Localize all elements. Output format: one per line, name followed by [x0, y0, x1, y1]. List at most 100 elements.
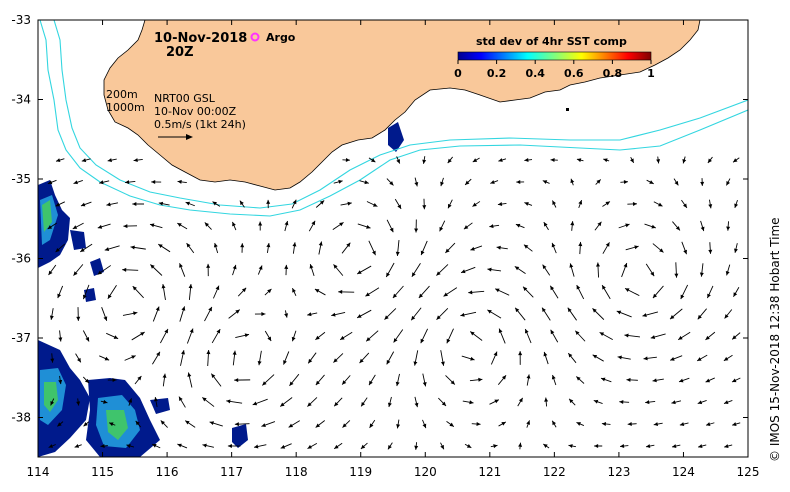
- current-arrow: [447, 156, 453, 164]
- current-arrow: [700, 220, 705, 232]
- current-arrow: [724, 444, 733, 448]
- current-arrow: [542, 264, 551, 276]
- current-arrow: [188, 283, 193, 301]
- current-arrow: [487, 267, 502, 272]
- current-arrow: [464, 178, 472, 186]
- current-arrow: [108, 422, 116, 427]
- current-arrow: [526, 374, 531, 386]
- current-arrow: [576, 376, 585, 384]
- current-arrow: [671, 400, 682, 405]
- current-arrow: [315, 331, 326, 341]
- current-arrow: [731, 377, 741, 383]
- current-arrow: [576, 284, 585, 300]
- current-arrow: [47, 222, 57, 230]
- product-name: NRT00 GSL: [154, 92, 216, 105]
- lat-tick-label: -34: [11, 93, 31, 107]
- current-arrow: [626, 377, 638, 382]
- current-arrow: [107, 285, 117, 299]
- current-arrow: [151, 179, 162, 184]
- current-arrow: [333, 264, 344, 276]
- current-arrow: [413, 350, 419, 366]
- current-arrow: [158, 201, 170, 206]
- current-arrow: [258, 221, 263, 231]
- current-arrow: [574, 330, 586, 342]
- current-arrow: [235, 333, 250, 339]
- current-arrow: [254, 311, 266, 316]
- lat-tick-label: -37: [11, 331, 31, 345]
- current-arrow: [392, 285, 404, 299]
- current-arrow: [149, 223, 163, 229]
- current-arrow: [600, 377, 612, 383]
- current-arrow: [357, 223, 371, 229]
- current-arrow: [524, 157, 533, 162]
- current-arrow: [122, 267, 139, 272]
- current-arrow: [232, 264, 237, 276]
- argo-label: Argo: [266, 31, 296, 44]
- current-arrow: [57, 421, 64, 427]
- map-time: 20Z: [166, 45, 194, 60]
- current-arrow: [206, 263, 211, 277]
- current-arrow: [422, 373, 427, 387]
- current-arrow: [133, 158, 143, 163]
- current-arrow: [283, 351, 290, 365]
- current-arrow: [47, 179, 57, 185]
- current-arrow: [180, 350, 185, 366]
- current-arrow: [697, 400, 707, 405]
- current-arrow: [549, 285, 559, 299]
- current-arrow: [97, 265, 112, 275]
- lon-tick-label: 119: [349, 465, 372, 479]
- current-arrow: [420, 328, 429, 344]
- current-arrow: [464, 443, 472, 449]
- current-arrow: [386, 178, 394, 186]
- current-arrow: [123, 224, 138, 229]
- current-arrow: [341, 242, 351, 254]
- current-arrow: [490, 180, 499, 184]
- current-arrow: [518, 351, 523, 365]
- current-arrow: [97, 223, 111, 229]
- current-arrow: [131, 331, 145, 341]
- longitude-axis: 114 115 116 117 118 119 120 121 122 123 124 125: [27, 20, 760, 479]
- current-arrow: [289, 373, 300, 387]
- current-arrow: [315, 420, 326, 428]
- current-arrow: [162, 373, 167, 387]
- current-arrow: [100, 443, 108, 448]
- current-arrow: [551, 374, 557, 386]
- current-arrow: [682, 156, 687, 164]
- current-arrow: [681, 241, 687, 255]
- current-arrow: [234, 422, 250, 427]
- current-arrow: [386, 351, 395, 365]
- current-arrow: [177, 222, 188, 230]
- current-arrow: [57, 285, 64, 299]
- current-arrow: [653, 201, 663, 207]
- lon-tick-label: 125: [737, 465, 760, 479]
- current-arrow: [616, 310, 632, 318]
- colorbar-tick-label: 1: [647, 67, 655, 80]
- current-arrow: [624, 287, 640, 297]
- colorbar-tick-label: 0: [454, 67, 462, 80]
- current-arrow: [645, 444, 655, 449]
- current-arrow: [705, 331, 716, 341]
- current-arrow: [447, 199, 453, 209]
- current-arrow: [107, 158, 117, 163]
- current-arrow: [341, 375, 351, 385]
- current-arrow: [204, 306, 213, 322]
- current-arrow: [552, 200, 557, 208]
- current-arrow: [734, 243, 738, 253]
- current-arrow: [411, 263, 421, 277]
- current-arrow: [291, 330, 297, 342]
- current-arrow: [656, 156, 661, 164]
- current-arrow: [700, 178, 705, 186]
- lat-tick-label: -33: [11, 13, 31, 27]
- current-arrow: [576, 158, 584, 163]
- current-arrow: [396, 156, 401, 164]
- current-arrow: [232, 221, 237, 231]
- current-arrow: [360, 397, 368, 407]
- current-arrow: [618, 223, 630, 229]
- lon-tick-label: 122: [543, 465, 566, 479]
- current-arrow: [487, 309, 502, 319]
- current-arrow: [489, 224, 500, 229]
- current-arrow: [436, 308, 449, 320]
- current-arrow: [542, 180, 550, 184]
- lon-tick-label: 118: [285, 465, 308, 479]
- analysis-time: 10-Nov 00:00Z: [154, 105, 237, 118]
